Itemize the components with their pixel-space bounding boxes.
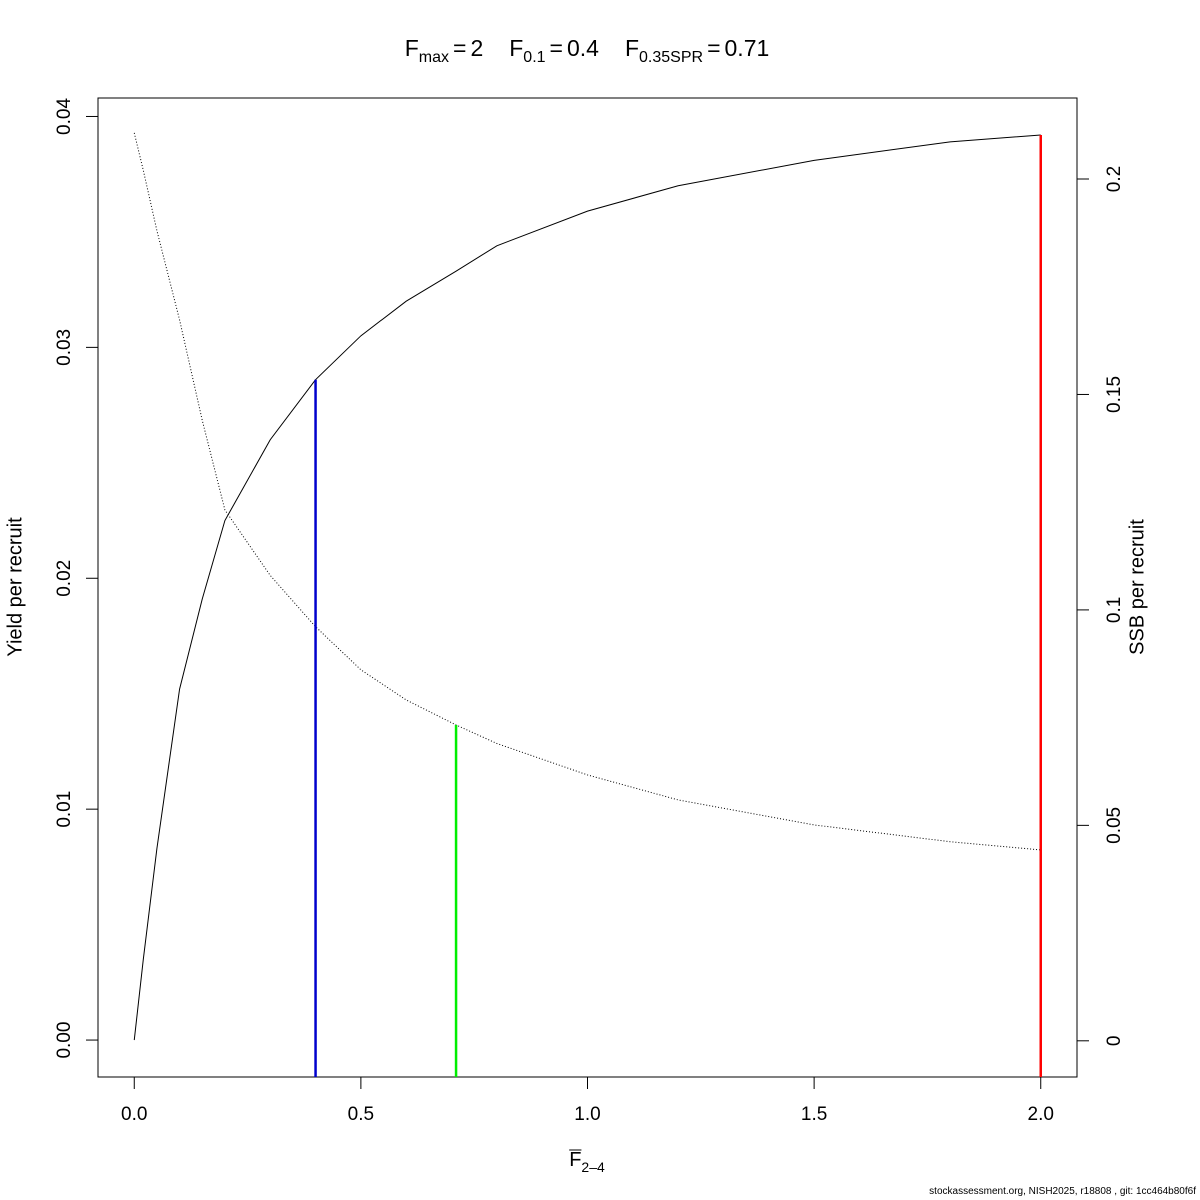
title-sign: = <box>550 35 563 61</box>
title-symbol: F <box>625 35 639 61</box>
chart-title: Fmax = 2 F0.1 = 0.4 F0.35SPR = 0.71 <box>405 35 770 66</box>
plot-frame <box>97 97 1078 1078</box>
title-subscript: max <box>419 49 449 66</box>
y2-tick-label: 0.2 <box>1104 166 1125 192</box>
y2-tick-label: 0.05 <box>1104 807 1125 844</box>
x-tick-label: 0.5 <box>348 1104 374 1125</box>
footer: stockassessment.org, NISH2025, r18808 , … <box>929 1186 1196 1197</box>
y2-tick-label: 0.1 <box>1104 597 1125 623</box>
x-tick-label: 2.0 <box>1028 1104 1054 1125</box>
x-tick-label: 1.0 <box>574 1104 600 1125</box>
x-axis-label: F2–4 <box>569 1149 605 1175</box>
y-tick-label: 0.04 <box>54 98 75 135</box>
x-tick-label: 1.5 <box>801 1104 827 1125</box>
title-value: 0.4 <box>567 35 599 61</box>
y2-axis-label: SSB per recruit <box>1126 519 1148 655</box>
title-subscript: 0.35SPR <box>639 49 703 66</box>
y-tick-label: 0.01 <box>54 791 75 828</box>
x-label-subscript: 2–4 <box>581 1159 605 1175</box>
series-line <box>133 132 1041 851</box>
x-tick-label: 0.0 <box>121 1104 147 1125</box>
y-tick-label: 0.00 <box>54 1022 75 1059</box>
y-tick-label: 0.02 <box>54 560 75 597</box>
y2-tick-label: 0 <box>1104 1036 1125 1047</box>
title-subscript: 0.1 <box>523 49 545 66</box>
title-sign: = <box>707 35 720 61</box>
title-symbol: F <box>405 35 419 61</box>
series-line <box>133 134 1041 1041</box>
y-tick-label: 0.03 <box>54 329 75 366</box>
title-symbol: F <box>509 35 523 61</box>
title-value: 0.71 <box>725 35 770 61</box>
y-axis-label: Yield per recruit <box>4 517 26 657</box>
y2-tick-label: 0.15 <box>1104 376 1125 413</box>
title-sign: = <box>453 35 466 61</box>
title-value: 2 <box>470 35 483 61</box>
x-label-symbol: F <box>569 1149 581 1171</box>
